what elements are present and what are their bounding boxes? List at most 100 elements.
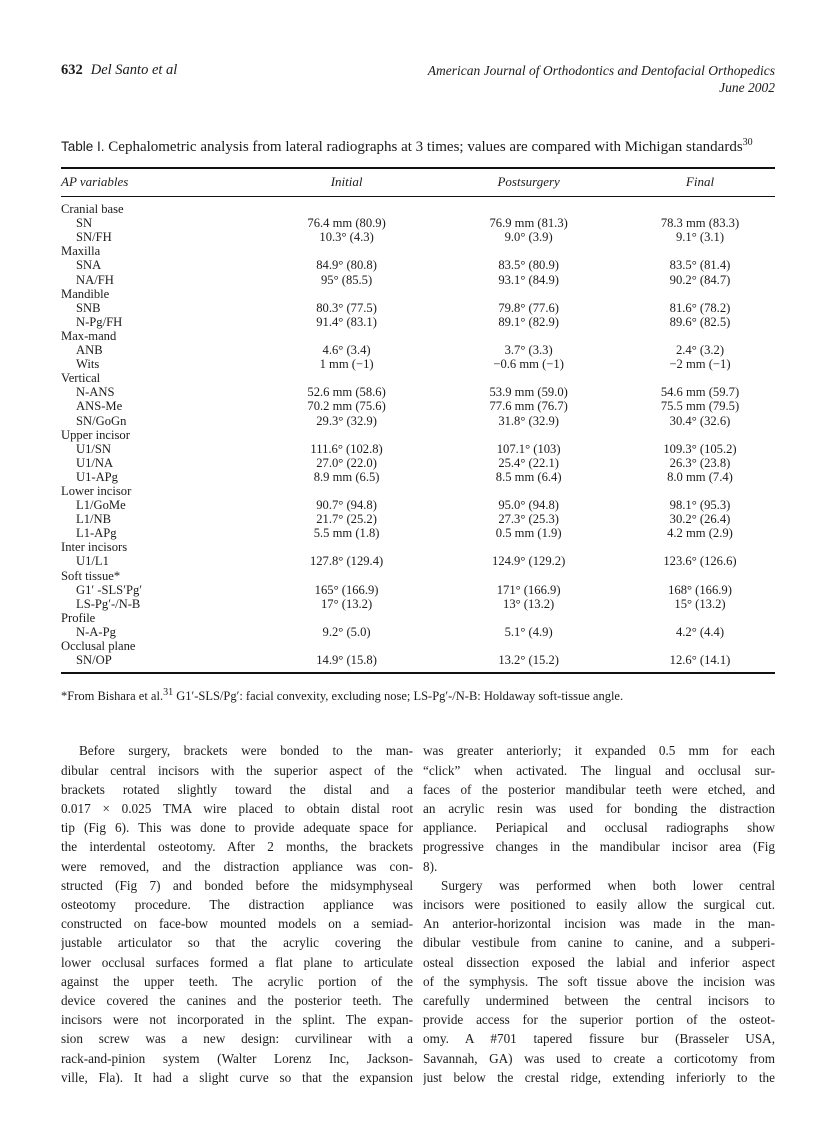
table-value-initial: 21.7° (25.2) <box>316 512 377 527</box>
text-line: was greater anteriorly; it expanded 0.5 … <box>423 743 775 759</box>
table-value-initial: 27.0° (22.0) <box>316 455 377 470</box>
table-group-row: Profile <box>61 611 775 625</box>
table-row: SN/GoGn 29.3° (32.9) 31.8° (32.9) 30.4° (32… <box>61 414 775 428</box>
text-line: dibular vestibule from canine to canine,… <box>423 935 775 951</box>
table-variable-label: L1-APg <box>76 526 117 541</box>
table-value-initial: 165° (166.9) <box>314 582 379 597</box>
table-group-row: Max-mand <box>61 329 775 343</box>
table-row: U1/SN 111.6° (102.8) 107.1° (103) 109.3° (1… <box>61 442 775 456</box>
table-row: U1/NA 27.0° (22.0) 25.4° (22.1) 26.3° (23.8… <box>61 456 775 470</box>
text-line: Savannah, GA) was used to create a corti… <box>423 1050 775 1066</box>
table-value-postsurgery: 124.9° (129.2) <box>492 554 566 569</box>
table-value-final: 9.1° (3.1) <box>675 230 725 245</box>
table-value-postsurgery: 93.1° (84.9) <box>498 272 559 287</box>
table-value-postsurgery: 79.8° (77.6) <box>498 300 559 315</box>
table-group-row: Mandible <box>61 287 775 301</box>
table-row: ANB 4.6° (3.4) 3.7° (3.3) 2.4° (3.2) <box>61 343 775 357</box>
table-value-postsurgery: 25.4° (22.1) <box>498 455 559 470</box>
table-variable-label: Wits <box>76 357 100 372</box>
running-head: 632 Del Santo et al American Journal of O… <box>61 62 775 96</box>
table-value-final: 89.6° (82.5) <box>669 314 731 329</box>
table-group-label: Vertical <box>61 371 101 386</box>
table-variable-label: SNA <box>76 258 102 273</box>
column-header-postsurgery: Postsurgery <box>497 174 560 189</box>
page-number: 632 <box>61 62 83 78</box>
table-group-row: Vertical <box>61 371 775 385</box>
table-row: L1-APg 5.5 mm (1.8) 0.5 mm (1.9) 4.2 mm (2.… <box>61 526 775 540</box>
table-value-final: 30.2° (26.4) <box>669 512 731 527</box>
text-line: brackets rotated slightly toward the dis… <box>61 781 413 797</box>
table-value-postsurgery: 77.6 mm (76.7) <box>489 399 568 414</box>
table-value-initial: 111.6° (102.8) <box>310 441 383 456</box>
table-variable-label: L1/GoMe <box>76 498 126 513</box>
text-line: 0.017 × 0.025 TMA wire placed to obtain … <box>61 800 413 816</box>
table-variable-label: N-A-Pg <box>76 624 116 639</box>
text-line: against the upper teeth. The acrylic por… <box>61 973 413 989</box>
table-value-final: 168° (166.9) <box>668 582 732 597</box>
table-value-initial: 91.4° (83.1) <box>316 314 377 329</box>
table-value-initial: 14.9° (15.8) <box>316 653 377 668</box>
table-row: N-ANS 52.6 mm (58.6) 53.9 mm (59.0) 54.6 mm… <box>61 385 775 399</box>
table-value-postsurgery: 3.7° (3.3) <box>504 343 553 358</box>
table-value-postsurgery: 27.3° (25.3) <box>498 512 559 527</box>
table-variable-label: LS-Pg′-/N-B <box>76 596 141 611</box>
table-variable-label: NA/FH <box>76 272 114 287</box>
table-value-postsurgery: 171° (166.9) <box>496 582 561 597</box>
table-value-postsurgery: 0.5 mm (1.9) <box>495 526 562 541</box>
text-line: carefully undermined between the central… <box>423 992 775 1008</box>
text-line: an acrylic resin was used for bonding th… <box>423 800 775 816</box>
table-value-initial: 9.2° (5.0) <box>322 624 371 639</box>
running-head-authors: Del Santo et al <box>90 62 178 78</box>
text-line: faces of the posterior mandibular teeth … <box>423 781 775 797</box>
table-group-row: Inter incisors <box>61 540 775 554</box>
text-line: provide access for the superior portion … <box>423 1012 775 1028</box>
table-row: N-Pg/FH 91.4° (83.1) 89.1° (82.9) 89.6° (82… <box>61 315 775 329</box>
table-value-final: 4.2° (4.4) <box>675 624 725 639</box>
text-line: osteotomy procedure. The distraction app… <box>61 896 413 912</box>
table-value-postsurgery: 89.1° (82.9) <box>498 314 559 329</box>
table-value-postsurgery: 8.5 mm (6.4) <box>495 469 562 484</box>
table-value-final: 15° (13.2) <box>674 596 726 611</box>
table-row: ANS-Me 70.2 mm (75.6) 77.6 mm (76.7) 75.5 m… <box>61 399 775 413</box>
table-value-final: 54.6 mm (59.7) <box>660 385 740 400</box>
table-value-final: 4.2 mm (2.9) <box>667 526 733 541</box>
table-value-initial: 84.9° (80.8) <box>316 258 377 273</box>
text-line: justable articulator so that the acrylic… <box>61 935 413 951</box>
table-footnote: *From Bishara et al.31 G1′-SLS/Pg′: faci… <box>61 685 775 704</box>
table-value-final: 90.2° (84.7) <box>669 272 731 287</box>
table-group-label: Cranial base <box>61 202 124 217</box>
table-group-label: Mandible <box>61 286 110 301</box>
table-row: SNB 80.3° (77.5) 79.8° (77.6) 81.6° (78.2) <box>61 301 775 315</box>
text-line: An anterior-horizontal incision was made… <box>423 916 775 932</box>
text-line: incisors were not incorporated in the sp… <box>61 1012 413 1028</box>
table-value-postsurgery: 13° (13.2) <box>503 596 555 611</box>
body-text: Before surgery, brackets were bonded to … <box>61 741 775 1087</box>
text-line: sion screw was a new design: curvilinear… <box>61 1031 413 1047</box>
table-variable-label: SNB <box>76 300 101 315</box>
table-value-final: 123.6° (126.6) <box>663 554 737 569</box>
paragraph: Before surgery, brackets were bonded to … <box>61 741 413 1087</box>
table-value-final: 81.6° (78.2) <box>669 300 731 315</box>
table-body: Cranial base SN 76.4 mm (80.9) 76.9 mm (81.… <box>61 197 775 672</box>
table-variable-label: U1/L1 <box>76 554 109 569</box>
table-value-final: 98.1° (95.3) <box>669 498 731 513</box>
table-variable-label: ANS-Me <box>76 399 123 414</box>
table-group-row: Soft tissue* <box>61 569 775 583</box>
table-value-initial: 127.8° (129.4) <box>309 554 384 569</box>
footnote-reference: 31 <box>163 687 174 699</box>
text-line: progressive changes in the mandibular in… <box>423 839 775 855</box>
table-value-initial: 1 mm (−1) <box>319 357 374 372</box>
table-value-postsurgery: −0.6 mm (−1) <box>493 357 564 372</box>
journal-title: American Journal of Orthodontics and Den… <box>427 63 775 78</box>
table-value-final: 75.5 mm (79.5) <box>660 399 740 414</box>
table-value-initial: 95° (85.5) <box>320 272 373 287</box>
table-row: N-A-Pg 9.2° (5.0) 5.1° (4.9) 4.2° (4.4) <box>61 625 775 639</box>
table-variable-label: SN/FH <box>76 230 112 245</box>
table-value-initial: 10.3° (4.3) <box>319 230 374 245</box>
table-value-initial: 29.3° (32.9) <box>316 413 377 428</box>
table-row: U1-APg 8.9 mm (6.5) 8.5 mm (6.4) 8.0 mm (7.… <box>61 470 775 484</box>
table-variable-label: G1′ -SLS′Pg′ <box>76 582 143 597</box>
table-value-initial: 80.3° (77.5) <box>316 300 377 315</box>
table-value-initial: 4.6° (3.4) <box>322 343 371 358</box>
table-variable-label: U1-APg <box>76 469 118 484</box>
